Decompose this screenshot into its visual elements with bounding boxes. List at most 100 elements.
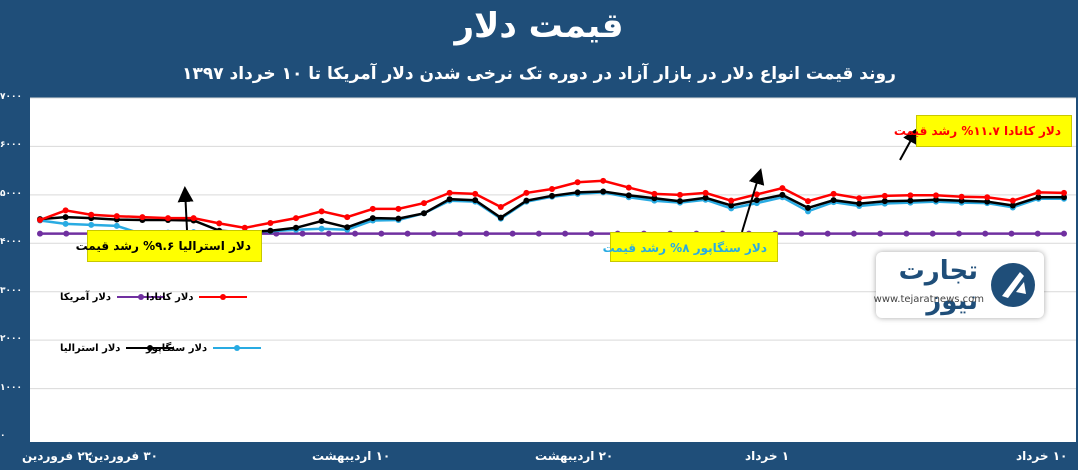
data-point <box>523 189 530 196</box>
data-point <box>805 204 811 211</box>
data-point <box>1061 194 1067 201</box>
data-point <box>369 215 376 222</box>
data-point <box>446 189 453 196</box>
x-tick-label: ۳۰ فروردین <box>88 449 158 463</box>
data-point <box>625 184 632 191</box>
legend-label: دلار کانادا <box>146 291 194 303</box>
data-point <box>241 224 248 231</box>
data-point <box>933 196 939 203</box>
legend-label: دلار آمریکا <box>60 291 111 303</box>
data-point <box>318 225 325 232</box>
data-point <box>651 195 658 202</box>
data-point <box>1061 230 1067 237</box>
tejaratnews-logo: تجارت نیوز www.tejaratnews.com <box>873 252 1044 318</box>
data-point <box>1008 230 1015 237</box>
data-point <box>113 222 120 229</box>
data-point <box>677 198 683 205</box>
data-point <box>293 224 299 231</box>
logo-emblem-icon <box>991 263 1035 307</box>
data-point <box>982 230 989 237</box>
chart-title: قیمت دلار <box>454 6 624 46</box>
data-point <box>430 230 437 237</box>
data-point <box>62 220 69 227</box>
legend-label: دلار سنگاپور <box>146 342 208 354</box>
y-tick-label: ۷۰۰۰ <box>0 92 22 102</box>
data-point <box>984 198 991 205</box>
x-tick-label: ۱۰ اردیبهشت <box>312 449 391 463</box>
y-tick-label: ۳۰۰۰ <box>0 285 22 296</box>
data-point <box>535 230 542 237</box>
data-point <box>483 230 490 237</box>
data-point <box>63 230 70 237</box>
data-point <box>37 217 43 224</box>
data-point <box>352 230 359 237</box>
data-point <box>457 230 464 237</box>
data-point <box>830 190 837 197</box>
data-point <box>958 193 965 200</box>
legend-item-australia: دلار استرالیا <box>60 340 175 356</box>
data-point <box>523 197 530 204</box>
data-point <box>139 214 146 221</box>
singapore-growth-callout: دلار سنگاپور ۸% رشد قیمت <box>603 232 778 262</box>
data-point <box>62 207 69 214</box>
data-point <box>113 213 120 220</box>
data-point <box>702 189 709 196</box>
data-point <box>88 211 95 218</box>
y-tick-label: ۵۰۰۰ <box>0 188 22 199</box>
data-point <box>497 214 504 221</box>
legend-item-canada: دلار کانادا <box>146 289 248 305</box>
data-point <box>318 218 325 225</box>
data-point <box>588 230 595 237</box>
data-point <box>37 230 43 237</box>
data-point <box>877 230 884 237</box>
data-point <box>728 202 735 209</box>
callout-arrow <box>899 127 918 161</box>
data-point <box>856 195 863 202</box>
data-point <box>472 197 479 204</box>
data-point <box>344 224 351 231</box>
logo-url: www.tejaratnews.com <box>873 294 984 305</box>
data-point <box>929 230 936 237</box>
data-point <box>903 230 910 237</box>
data-point <box>798 230 805 237</box>
data-point <box>753 191 760 198</box>
data-point <box>421 200 427 207</box>
x-tick-label: ۱ خرداد <box>745 449 790 463</box>
data-point <box>190 215 197 222</box>
data-point <box>404 230 411 237</box>
legend-marker-canada <box>199 294 248 300</box>
x-tick-label: ۲۲ فروردین <box>22 449 92 463</box>
legend-marker-australia <box>126 345 175 351</box>
data-point <box>562 230 569 237</box>
data-point <box>651 190 658 197</box>
data-point <box>677 191 683 198</box>
data-point <box>446 196 453 203</box>
data-point <box>318 208 325 215</box>
data-point <box>600 177 607 184</box>
legend-label: دلار استرالیا <box>60 342 121 354</box>
data-point <box>267 227 274 234</box>
data-point <box>702 194 709 201</box>
australia-growth-callout: دلار استرالیا ۹.۶% رشد قیمت <box>76 230 262 262</box>
data-point <box>1009 197 1016 204</box>
data-point <box>344 214 351 221</box>
y-tick-label: ۱۰۰۰ <box>0 382 22 393</box>
data-point <box>1061 189 1067 196</box>
data-point <box>395 215 402 222</box>
data-point <box>293 215 299 222</box>
data-point <box>299 230 306 237</box>
data-point <box>549 192 555 199</box>
data-point <box>753 197 760 204</box>
data-point <box>165 215 171 222</box>
y-tick-label: ۰ <box>0 431 6 441</box>
data-point <box>369 205 376 212</box>
logo-wordmark: تجارت نیوز <box>898 256 978 316</box>
data-point <box>728 197 735 204</box>
y-tick-label: ۴۰۰۰ <box>0 237 22 248</box>
legend-item-america: دلار آمریکا <box>60 289 165 305</box>
data-point <box>955 230 962 237</box>
data-point <box>216 220 223 227</box>
data-point <box>549 186 555 193</box>
data-point <box>267 219 274 226</box>
data-point <box>325 230 332 237</box>
